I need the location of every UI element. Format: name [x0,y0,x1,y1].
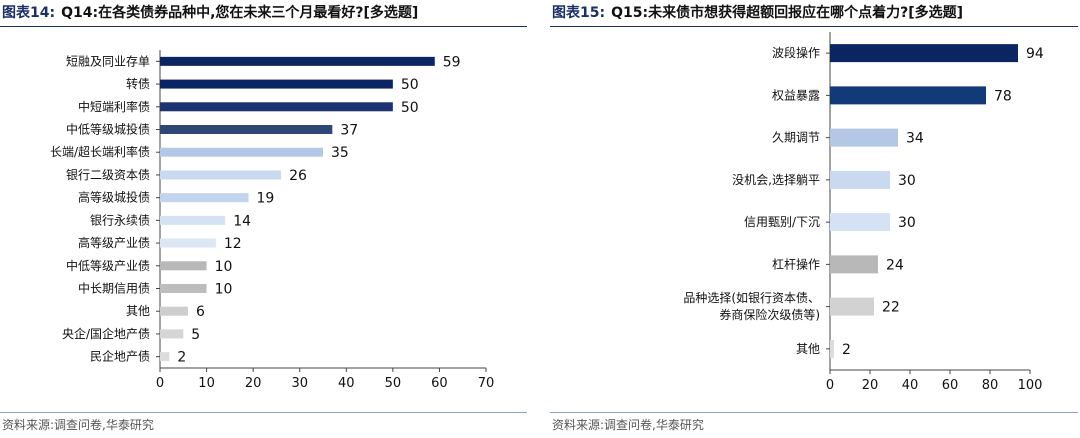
figure-number: 图表15: [552,5,606,21]
category-label: 民企地产债 [90,349,150,364]
bar [160,102,393,112]
bar [830,170,890,189]
bar [160,352,170,362]
x-tick-label: 40 [338,376,355,391]
category-label: 久期调节 [772,131,820,145]
category-label: 权益暴露 [772,88,820,102]
bar [160,147,323,157]
data-label: 10 [215,282,233,298]
category-label: 中低等级城投债 [66,122,150,137]
category-label: 银行永续债 [90,213,150,227]
bar-chart-q14: 0 10 20 30 40 50 60 70 59 短融及同业存单 50 转债 50 中短端利率债 37 中低… [50,50,495,391]
category-label: 没机会,选择躺平 [732,172,820,187]
x-tick-label: 100 [1018,378,1043,393]
x-tick-label: 20 [862,378,879,393]
data-label: 5 [191,327,200,343]
category-label: 波段操作 [772,45,820,60]
x-tick-label: 80 [982,378,999,393]
x-tick-label: 70 [478,376,495,391]
bar [160,193,249,203]
category-label: 其他 [126,304,150,318]
category-label: 央企/国企地产债 [62,326,150,341]
bar [830,297,874,316]
bar [160,261,207,271]
figure-source: 资料来源:调查问卷,华泰研究 [0,412,527,437]
figure-title-bar: 图表14: Q14:在各类债券品种中,您在未来三个月最看好?[多选题] [0,0,527,27]
x-tick-label: 20 [245,376,262,391]
category-label: 杠杆操作 [772,256,820,271]
figure-title: Q14:在各类债券品种中,您在未来三个月最看好?[多选题] [61,5,419,21]
data-label: 34 [906,131,924,147]
category-label: 品种选择(如银行资本债、券商保险次级债等) [683,290,820,322]
data-label: 94 [1026,46,1044,62]
data-label: 10 [215,259,233,275]
category-label: 短融及同业存单 [66,54,150,68]
data-label: 22 [882,300,900,316]
bar [830,213,890,232]
data-label: 50 [401,77,419,93]
data-label: 59 [443,54,461,70]
bar [160,125,333,134]
data-label: 35 [331,145,349,161]
category-label: 其他 [796,342,820,356]
x-tick-label: 0 [156,376,164,391]
x-tick-label: 30 [291,376,308,391]
data-label: 78 [994,88,1012,104]
bar [160,284,207,293]
category-label: 中低等级产业债 [66,258,150,273]
data-label: 14 [233,213,251,229]
data-label: 19 [256,191,274,207]
x-tick-label: 10 [198,376,215,391]
category-label: 信用甄别/下沉 [744,215,820,229]
bar [830,339,834,358]
data-label: 2 [177,350,186,366]
data-label: 6 [196,304,205,320]
bar [160,329,184,339]
x-tick-label: 60 [431,376,448,391]
bar [160,238,216,248]
bar [160,56,435,66]
bar [160,215,226,225]
figure-title-bar: 图表15: Q15:未来债市想获得超额回报应在哪个点着力?[多选题] [550,0,1078,27]
bar [160,306,188,316]
data-label: 2 [842,342,851,358]
figure-source: 资料来源:调查问卷,华泰研究 [550,412,1078,437]
x-tick-label: 60 [942,378,959,393]
chart-panel-q15: 图表15: Q15:未来债市想获得超额回报应在哪个点着力?[多选题] 0 20 40 6… [550,0,1080,438]
data-label: 26 [289,168,307,184]
data-label: 50 [401,100,419,116]
bar [160,79,393,89]
category-label: 中短端利率债 [78,99,150,114]
category-label: 高等级城投债 [78,190,150,205]
bar-chart-q15: 0 20 40 60 80 100 94 波段操作 78 权益暴露 34 久期调节 30 没机会,选择躺平… [683,32,1044,393]
category-label: 银行二级资本债 [66,168,150,182]
category-label: 长端/超长端利率债 [50,144,150,159]
bar [830,128,898,147]
data-label: 12 [224,236,242,252]
data-label: 37 [340,123,358,139]
x-tick-label: 0 [826,378,834,393]
bar [830,86,986,105]
figure-title: Q15:未来债市想获得超额回报应在哪个点着力?[多选题] [611,5,963,21]
bar [830,44,1018,63]
bar [830,255,878,274]
category-label: 中长期信用债 [78,281,150,296]
category-label: 转债 [126,76,150,91]
figure-number: 图表14: [2,5,56,21]
data-label: 30 [898,173,916,189]
category-label: 高等级产业债 [78,235,150,250]
data-label: 24 [886,257,904,273]
x-tick-label: 40 [902,378,919,393]
x-tick-label: 50 [385,376,402,391]
bar [160,170,282,180]
data-label: 30 [898,215,916,231]
chart-panel-q14: 图表14: Q14:在各类债券品种中,您在未来三个月最看好?[多选题] 0 10 20… [0,0,530,438]
